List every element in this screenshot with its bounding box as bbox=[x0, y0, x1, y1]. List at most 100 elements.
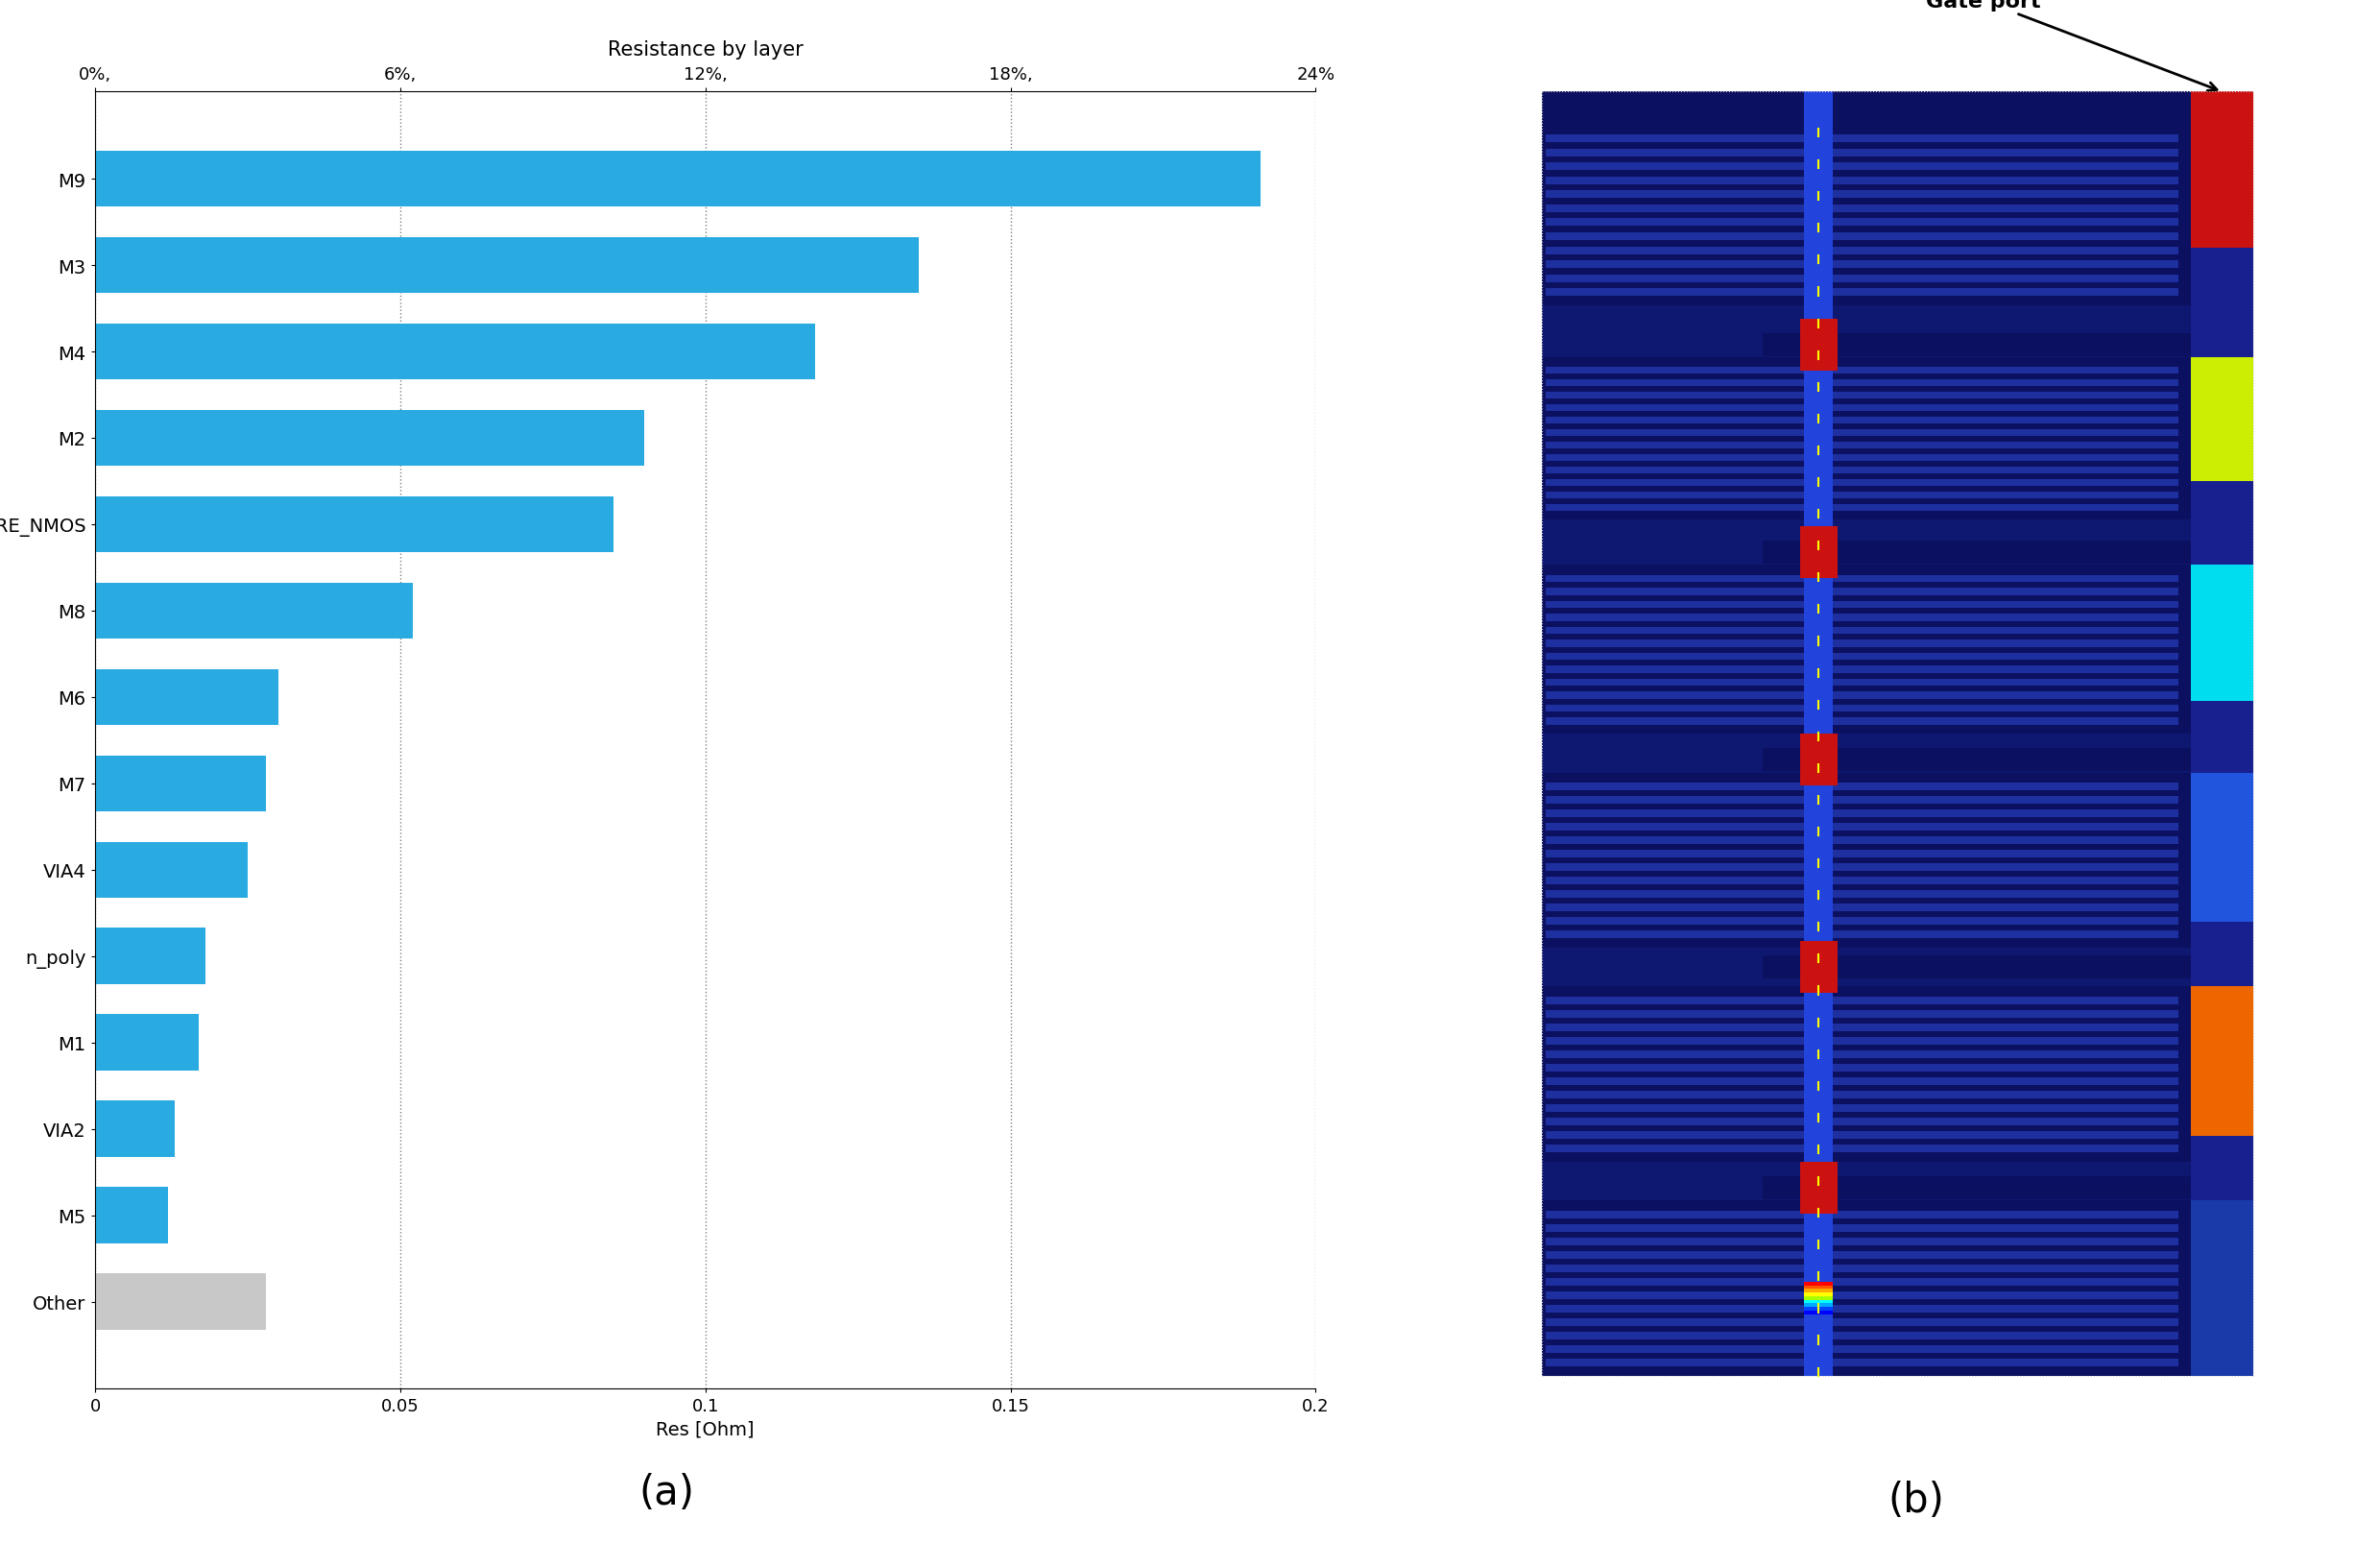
Bar bbox=[1804, 966, 1833, 969]
Bar bbox=[95, 929, 205, 984]
Bar bbox=[1799, 526, 1837, 579]
Bar bbox=[1764, 955, 1804, 980]
Bar bbox=[1547, 1025, 2178, 1031]
Bar bbox=[1804, 747, 1833, 751]
Bar bbox=[1804, 540, 1833, 543]
Bar bbox=[95, 670, 278, 725]
Bar bbox=[1804, 1197, 1833, 1200]
Bar bbox=[1804, 980, 1833, 984]
Bar bbox=[1799, 1162, 1837, 1214]
Text: (b): (b) bbox=[1887, 1480, 1944, 1520]
Bar bbox=[1804, 765, 1833, 768]
Bar bbox=[1547, 810, 2178, 818]
Bar bbox=[95, 583, 412, 639]
Bar bbox=[1804, 1190, 1833, 1193]
Bar bbox=[1764, 1176, 1804, 1199]
Bar bbox=[1833, 748, 2192, 772]
Bar bbox=[1804, 1288, 1833, 1293]
Bar bbox=[1804, 762, 1833, 765]
Bar bbox=[95, 1015, 200, 1071]
Bar bbox=[95, 1273, 267, 1330]
Bar bbox=[1547, 653, 2178, 660]
Bar bbox=[2192, 358, 2254, 481]
X-axis label: Res [Ohm]: Res [Ohm] bbox=[657, 1420, 754, 1438]
Bar bbox=[1764, 748, 1804, 772]
Bar bbox=[1547, 850, 2178, 858]
Bar bbox=[1804, 329, 1833, 333]
Bar bbox=[1542, 947, 2192, 988]
Text: Gate port: Gate port bbox=[1925, 0, 2216, 91]
Bar bbox=[1547, 1119, 2178, 1125]
Bar bbox=[1547, 576, 2178, 583]
Bar bbox=[1547, 667, 2178, 673]
Bar bbox=[1804, 1299, 1833, 1304]
Bar bbox=[1547, 836, 2178, 844]
Bar bbox=[1547, 455, 2178, 461]
Bar bbox=[1804, 963, 1833, 966]
Bar bbox=[1799, 734, 1837, 785]
Bar bbox=[1804, 1182, 1833, 1187]
Bar bbox=[1547, 492, 2178, 498]
Bar bbox=[1547, 380, 2178, 387]
Bar bbox=[1804, 537, 1833, 540]
Bar bbox=[1804, 969, 1833, 972]
Bar bbox=[1547, 392, 2178, 400]
Bar bbox=[1547, 275, 2178, 282]
Bar bbox=[1547, 1224, 2178, 1231]
Bar bbox=[1547, 691, 2178, 699]
Bar bbox=[1804, 1307, 1833, 1310]
Bar bbox=[1804, 1296, 1833, 1299]
Bar bbox=[1547, 418, 2178, 424]
Bar bbox=[2192, 93, 2254, 1376]
Bar bbox=[1804, 339, 1833, 344]
Bar bbox=[95, 1102, 174, 1157]
Bar bbox=[1764, 542, 1804, 565]
Bar bbox=[1542, 358, 2192, 520]
Bar bbox=[1547, 602, 2178, 608]
Bar bbox=[1804, 344, 1833, 347]
Bar bbox=[1547, 205, 2178, 213]
Bar bbox=[1547, 997, 2178, 1004]
Bar bbox=[2192, 988, 2254, 1136]
Bar bbox=[1542, 947, 1916, 988]
Bar bbox=[1547, 588, 2178, 596]
Bar bbox=[1547, 247, 2178, 255]
Bar bbox=[1833, 1176, 2192, 1199]
Bar bbox=[1804, 955, 1833, 958]
Bar bbox=[1547, 468, 2178, 474]
Bar bbox=[1547, 796, 2178, 804]
Bar bbox=[1547, 177, 2178, 185]
X-axis label: Resistance by layer: Resistance by layer bbox=[607, 40, 802, 60]
Bar bbox=[1804, 1200, 1833, 1204]
Bar bbox=[1804, 1285, 1833, 1288]
Bar bbox=[1547, 1091, 2178, 1099]
Bar bbox=[1547, 890, 2178, 898]
Bar bbox=[1804, 551, 1833, 554]
Bar bbox=[1804, 744, 1833, 747]
Bar bbox=[1542, 1162, 1916, 1200]
Bar bbox=[95, 410, 645, 466]
Bar bbox=[1547, 705, 2178, 713]
Bar bbox=[1804, 755, 1833, 758]
Bar bbox=[1547, 233, 2178, 241]
Bar bbox=[1547, 1145, 2178, 1153]
Bar bbox=[1547, 614, 2178, 622]
Bar bbox=[1804, 336, 1833, 339]
Bar bbox=[1804, 972, 1833, 977]
Bar bbox=[1804, 768, 1833, 773]
Bar bbox=[1833, 955, 2192, 980]
Bar bbox=[1804, 758, 1833, 762]
Bar bbox=[1804, 1193, 1833, 1197]
Bar bbox=[1799, 319, 1837, 372]
Bar bbox=[1547, 1211, 2178, 1219]
Bar bbox=[1547, 1037, 2178, 1045]
Bar bbox=[1547, 1065, 2178, 1072]
Bar bbox=[2192, 1200, 2254, 1376]
Bar bbox=[1547, 261, 2178, 268]
Bar bbox=[1547, 150, 2178, 157]
Bar bbox=[1547, 289, 2178, 296]
Bar bbox=[1804, 358, 1833, 361]
Bar bbox=[95, 756, 267, 812]
Bar bbox=[1804, 958, 1833, 963]
Bar bbox=[1804, 93, 1833, 1376]
